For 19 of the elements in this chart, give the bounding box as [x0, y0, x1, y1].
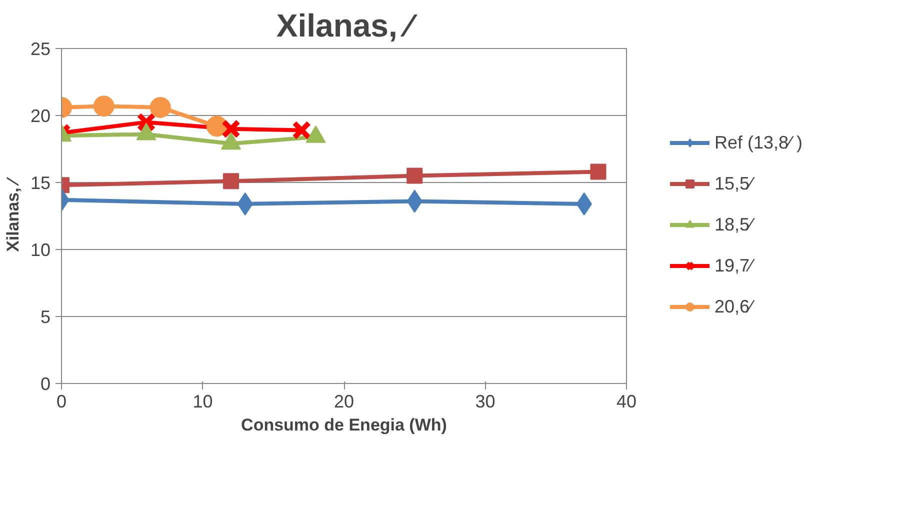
- y-axis-title: Xilanas, ⁄: [3, 176, 22, 252]
- x-tick-label: 30: [475, 392, 496, 412]
- x-tick-label: 0: [56, 392, 67, 412]
- x-tick-label: 10: [192, 392, 213, 412]
- y-tick-label: 5: [40, 307, 51, 327]
- y-tick-label: 0: [40, 374, 51, 394]
- y-tick-label: 25: [30, 39, 51, 59]
- y-tick-label: 10: [30, 240, 51, 260]
- y-tick-label: 20: [30, 106, 51, 126]
- legend-label: Ref (13,8⁄ ): [714, 132, 803, 153]
- x-axis-title: Consumo de Enegia (Wh): [241, 416, 447, 434]
- y-tick-label: 15: [30, 173, 51, 193]
- legend-label: 15,5⁄: [714, 173, 753, 194]
- chart-title: Xilanas, ⁄: [276, 8, 418, 44]
- legend-label: 20,6⁄: [714, 296, 753, 317]
- legend-label: 19,7⁄: [714, 255, 753, 276]
- x-tick-label: 40: [616, 392, 637, 412]
- x-tick-label: 20: [334, 392, 354, 412]
- legend-label: 18,5⁄: [714, 214, 753, 235]
